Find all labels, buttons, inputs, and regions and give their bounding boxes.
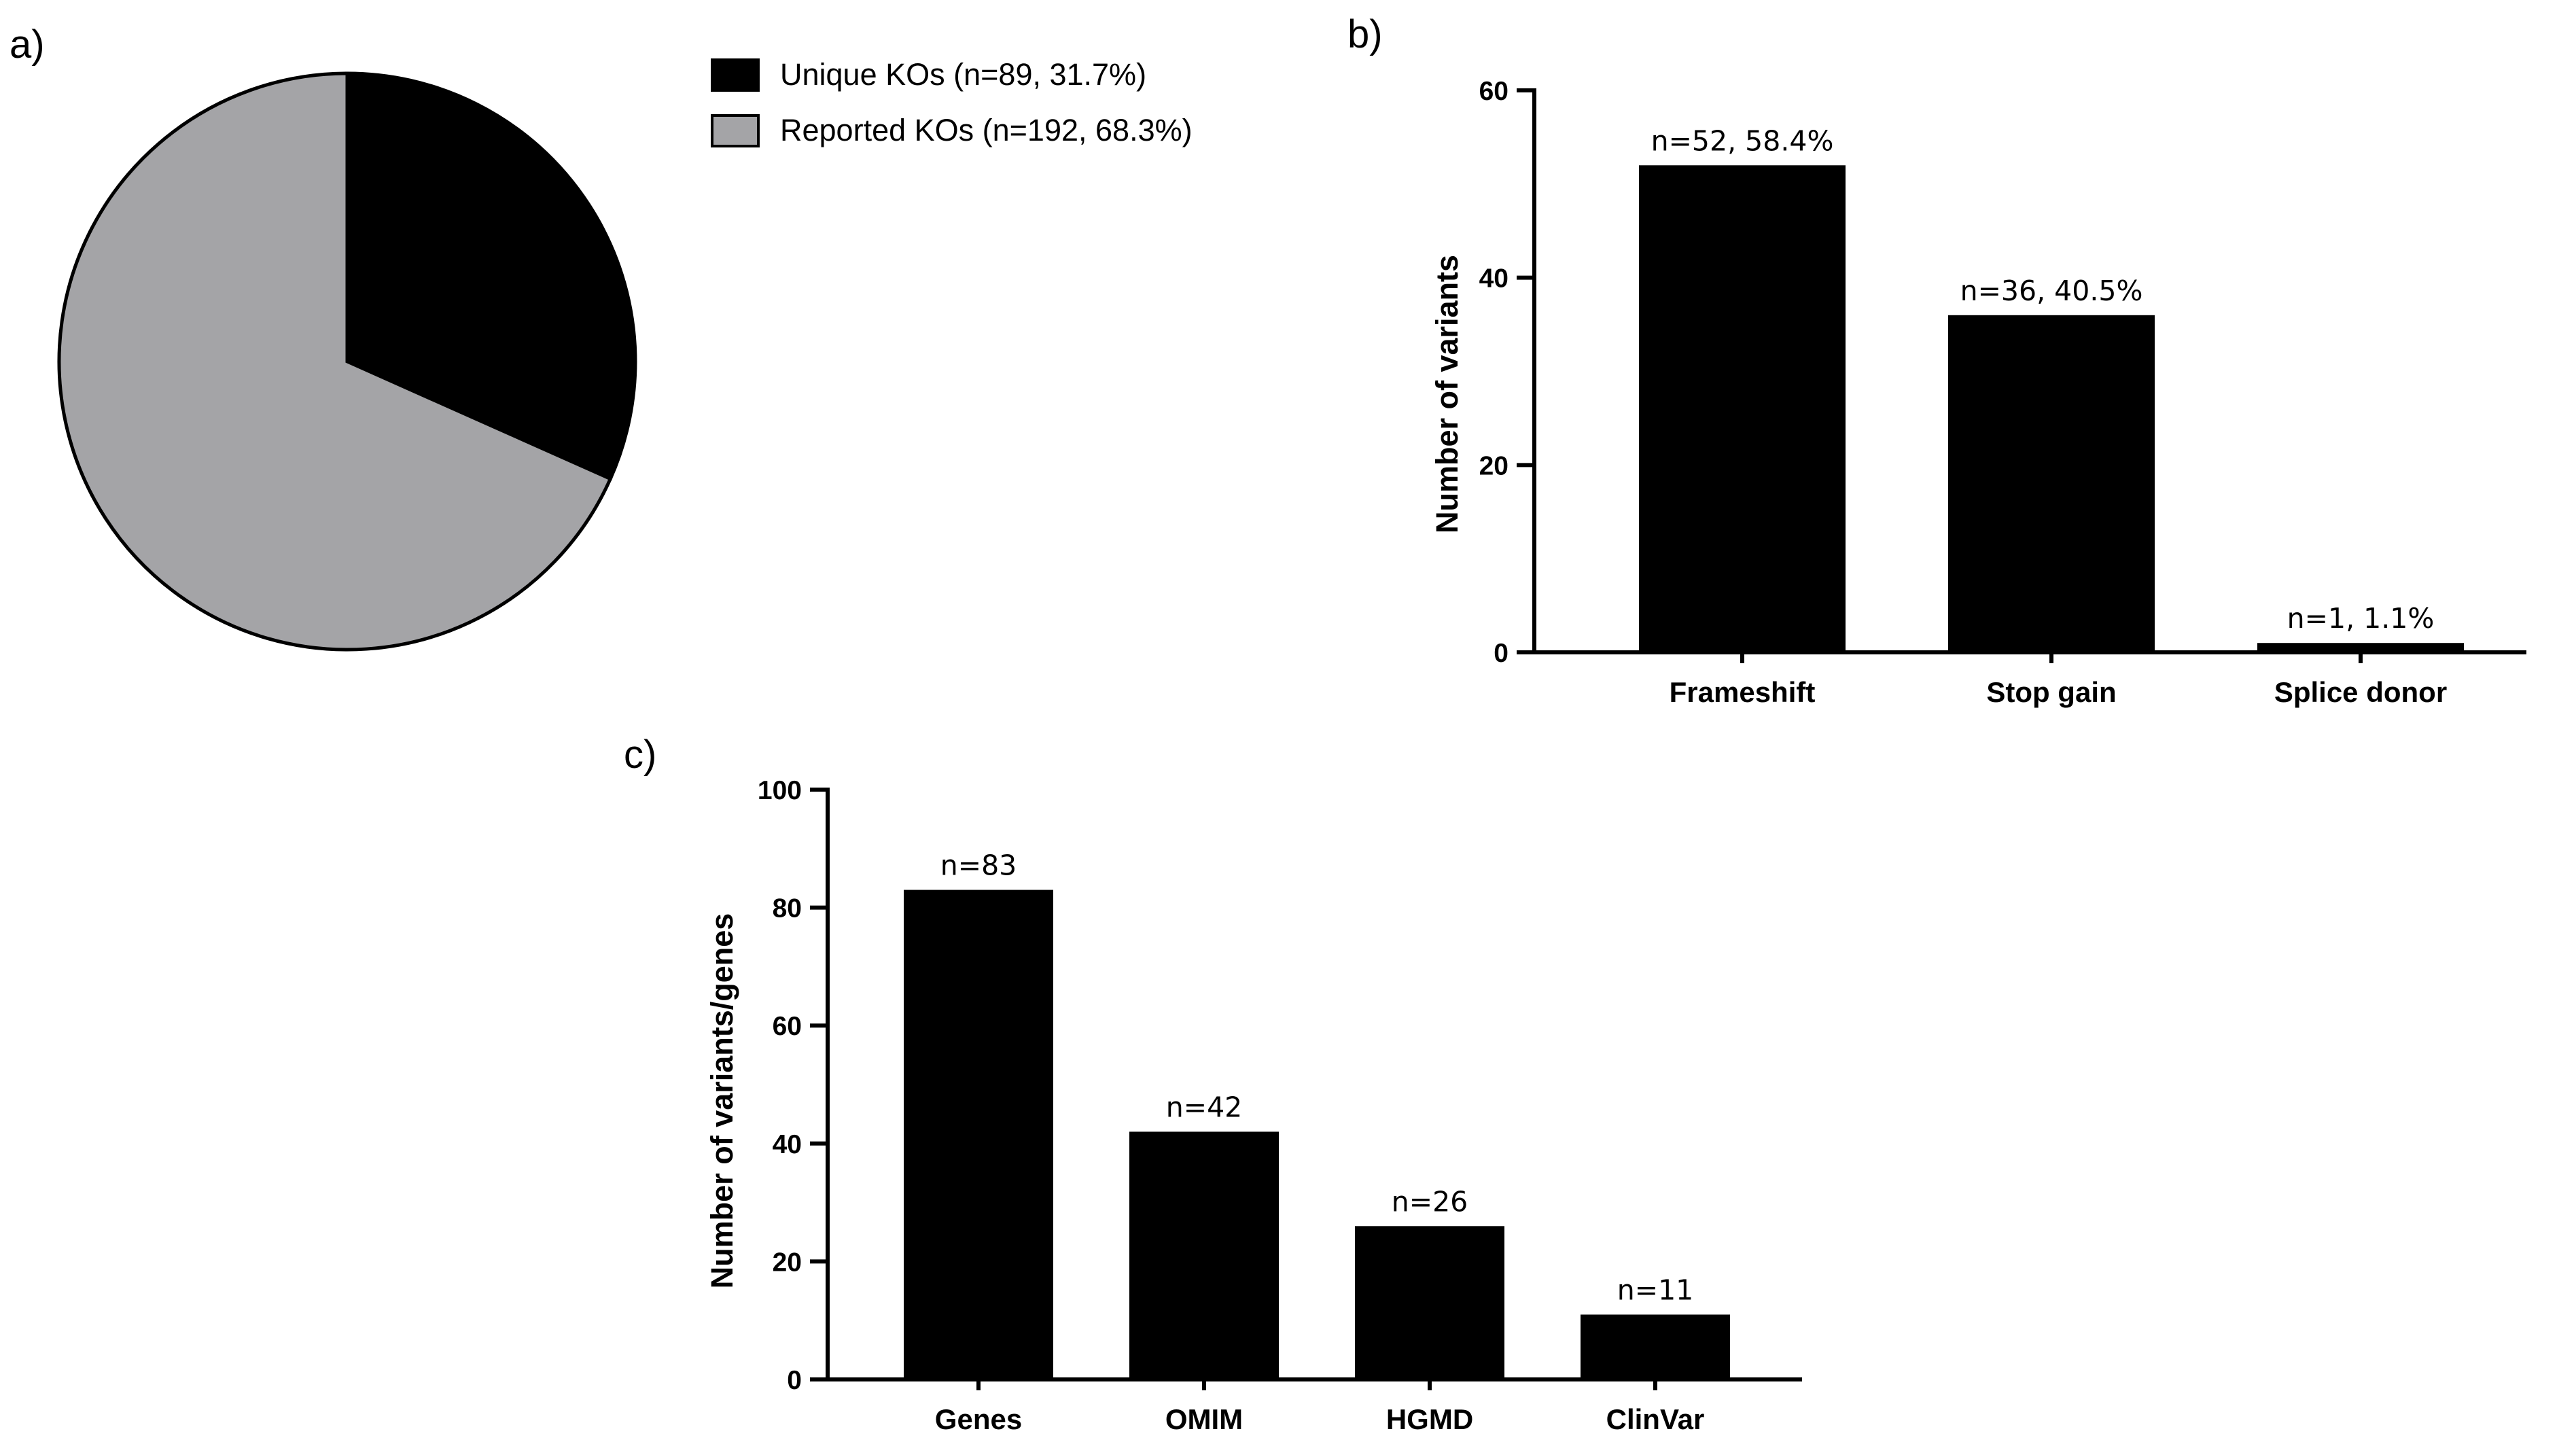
panel-c-category-label-omim: OMIM [1165,1403,1243,1435]
legend-swatch-reported [711,114,760,147]
panel-b-y-tick-label-40: 40 [1479,264,1508,294]
panel-b-bars: n=52, 58.4% n=36, 40.5% n=1, 1.1% [1639,124,2464,652]
panel-c-y-tick-label-100: 100 [758,776,802,805]
legend-label-reported: Reported KOs (n=192, 68.3%) [780,113,1193,147]
panel-c-y-tick-label-60: 60 [773,1012,802,1041]
panel-c-data-label-hgmd: n=26 [1392,1185,1468,1218]
panel-c-bar-omim [1129,1131,1279,1379]
panel-b-y-tick-label-0: 0 [1494,639,1508,668]
panel-c-data-label-genes: n=83 [940,849,1017,882]
panel-c-y-axis-title: Number of variants/genes [705,913,739,1289]
panel-b-data-label-splice-donor: n=1, 1.1% [2287,602,2435,635]
panel-c-bar-hgmd [1355,1226,1504,1379]
panel-c-category-label-hgmd: HGMD [1386,1403,1473,1435]
legend-swatch-unique [711,58,760,92]
panel-c-axes: Genes OMIM HGMD ClinVar 0 20 40 60 80 100 [758,776,1802,1435]
panel-c-y-tick-label-0: 0 [787,1366,802,1395]
pie-legend: Unique KOs (n=89, 31.7%) Reported KOs (n… [711,57,1193,147]
pie-slices [57,71,637,652]
panel-c-y-tick-label-20: 20 [773,1248,802,1277]
panel-c-category-label-genes: Genes [935,1403,1022,1435]
panel-b-category-label-splice-donor: Splice donor [2274,676,2447,708]
panel-b-category-label-frameshift: Frameshift [1670,676,1816,708]
panel-c-bar-clinvar [1581,1314,1730,1379]
panel-c-category-label-clinvar: ClinVar [1606,1403,1705,1435]
panel-a-label: a) [10,22,45,67]
panel-b-bar-frameshift [1639,165,1846,652]
panel-c-y-tick-label-80: 80 [773,894,802,923]
panel-b-y-tick-label-60: 60 [1479,77,1508,106]
panel-b-bar-splice-donor [2257,643,2464,652]
panel-c-y-tick-label-40: 40 [773,1130,802,1159]
panel-a-pie-chart: a) Unique KOs (n=89, 31.7%) Reported KOs… [10,22,1193,652]
panel-b-data-label-frameshift: n=52, 58.4% [1651,124,1834,157]
panel-b-axes: Frameshift Stop gain Splice donor 0 20 40 60 [1479,77,2526,708]
panel-c-bars: n=83 n=42 n=26 n=11 [904,849,1730,1379]
panel-b-bar-stop-gain [1948,315,2155,652]
legend-label-unique: Unique KOs (n=89, 31.7%) [780,57,1146,92]
panel-c-bar-genes [904,890,1053,1379]
panel-b-bar-chart: b) Number of variants n=52, 58.4% n=36, 4… [1347,12,2526,708]
panel-c-data-label-clinvar: n=11 [1617,1274,1694,1307]
pie-slice-reported-kos [57,71,613,652]
panel-b-category-label-stop-gain: Stop gain [1986,676,2116,708]
panel-b-y-axis-title: Number of variants [1430,255,1464,533]
panel-b-y-tick-label-20: 20 [1479,451,1508,480]
panel-b-data-label-stop-gain: n=36, 40.5% [1960,275,2143,307]
panel-c-bar-chart: c) Number of variants/genes n=83 n=42 n=26… [624,733,1802,1435]
panel-c-label: c) [624,733,656,777]
pie-slice-unique-kos [345,71,637,481]
panel-b-label: b) [1347,12,1383,56]
panel-c-data-label-omim: n=42 [1166,1091,1243,1123]
